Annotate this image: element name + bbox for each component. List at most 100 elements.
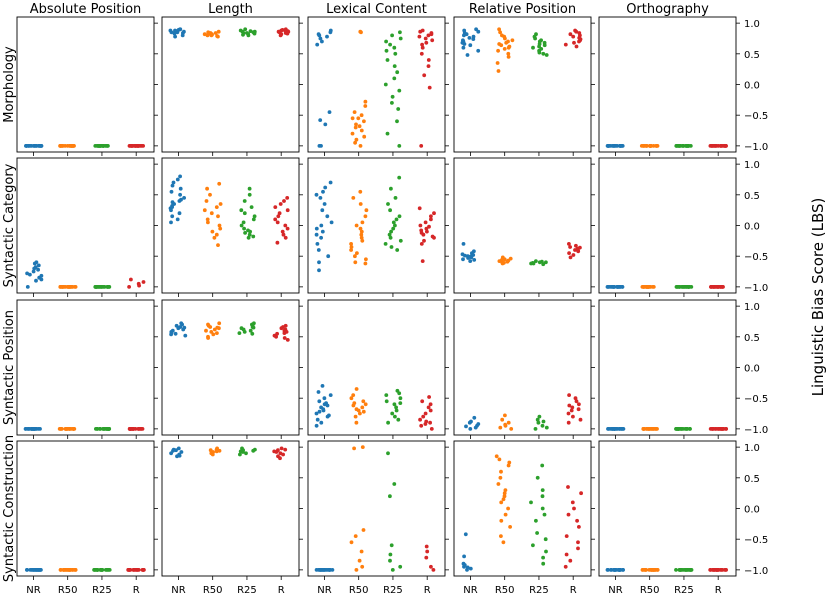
data-point [468, 427, 473, 431]
data-point [175, 217, 180, 222]
data-point [395, 119, 399, 124]
data-point [418, 223, 423, 228]
data-point [137, 144, 142, 148]
data-point [502, 261, 506, 265]
data-point [639, 144, 644, 148]
data-point [205, 186, 210, 191]
data-point [648, 568, 653, 572]
data-point [715, 427, 720, 431]
data-point [542, 43, 547, 48]
x-tick-label: R [133, 585, 140, 593]
data-point [710, 427, 715, 431]
panel [307, 16, 449, 156]
data-point [314, 226, 319, 231]
data-point [394, 408, 399, 413]
data-point [274, 450, 279, 454]
data-point [68, 144, 73, 148]
data-point [504, 40, 509, 45]
data-point [27, 427, 32, 431]
x-tick-label: NR [26, 585, 40, 593]
data-point [398, 36, 403, 41]
data-point [576, 546, 580, 551]
data-point [61, 568, 66, 572]
data-point [388, 558, 392, 563]
data-point [386, 420, 390, 425]
data-point [359, 113, 364, 118]
data-point [499, 534, 503, 538]
y-tick-label: 0.5 [744, 474, 760, 485]
data-point [36, 263, 41, 268]
data-point [467, 254, 471, 259]
panel-frame [161, 299, 300, 436]
data-point [363, 99, 368, 104]
data-point [535, 417, 540, 422]
data-point [173, 28, 177, 33]
data-point [398, 401, 403, 405]
data-point [281, 452, 285, 457]
data-point [29, 144, 34, 148]
y-tick-label: −0.5 [744, 535, 768, 546]
data-point [361, 528, 366, 532]
panel-frame [453, 157, 592, 294]
data-point [675, 285, 680, 289]
panel-frame [161, 157, 300, 294]
data-point [172, 31, 177, 36]
x-tick-label: R [424, 585, 431, 593]
data-point [361, 399, 366, 404]
data-point [498, 425, 503, 430]
data-point [241, 450, 245, 454]
data-point [208, 192, 212, 197]
column-titles: Absolute Position Length Lexical Content Re… [30, 2, 709, 17]
data-point [540, 259, 544, 264]
data-point [424, 544, 429, 549]
data-point [353, 125, 358, 130]
x-tick-label: NR [171, 585, 185, 593]
data-point [390, 33, 394, 38]
data-point [644, 427, 649, 431]
data-point [425, 229, 429, 234]
data-point [359, 229, 364, 234]
data-point [388, 552, 393, 557]
panel-frame [453, 299, 592, 436]
data-point [34, 278, 38, 283]
data-point [389, 543, 394, 548]
data-point [683, 144, 688, 148]
data-point [499, 469, 503, 474]
data-point [502, 491, 507, 496]
y-tick-label: 0.0 [744, 505, 760, 516]
data-point [391, 220, 396, 225]
data-point [216, 29, 221, 34]
data-point [611, 285, 616, 289]
data-point [279, 326, 284, 331]
data-point [137, 283, 142, 288]
data-point [324, 568, 328, 572]
data-point [314, 423, 319, 428]
data-point [249, 205, 254, 210]
data-point [384, 39, 388, 44]
data-point [397, 175, 402, 180]
data-point [503, 422, 508, 427]
data-point [357, 558, 362, 563]
data-point [353, 260, 358, 265]
data-point [356, 408, 361, 413]
panel-frame [453, 440, 592, 577]
x-tick-label: R25 [383, 585, 403, 593]
data-point [388, 208, 392, 213]
data-point [318, 568, 322, 572]
data-point [566, 512, 571, 517]
data-point [204, 199, 209, 203]
data-point [140, 568, 145, 572]
data-point [648, 427, 653, 431]
data-point [606, 427, 610, 431]
data-point [388, 42, 392, 47]
data-point [391, 226, 396, 231]
data-point [178, 186, 183, 191]
data-point [285, 338, 290, 342]
data-point [418, 29, 423, 34]
data-point [397, 144, 402, 148]
data-point [573, 248, 577, 252]
data-point [563, 564, 568, 569]
data-point [392, 45, 397, 50]
data-point [363, 214, 368, 219]
data-point [273, 205, 278, 210]
